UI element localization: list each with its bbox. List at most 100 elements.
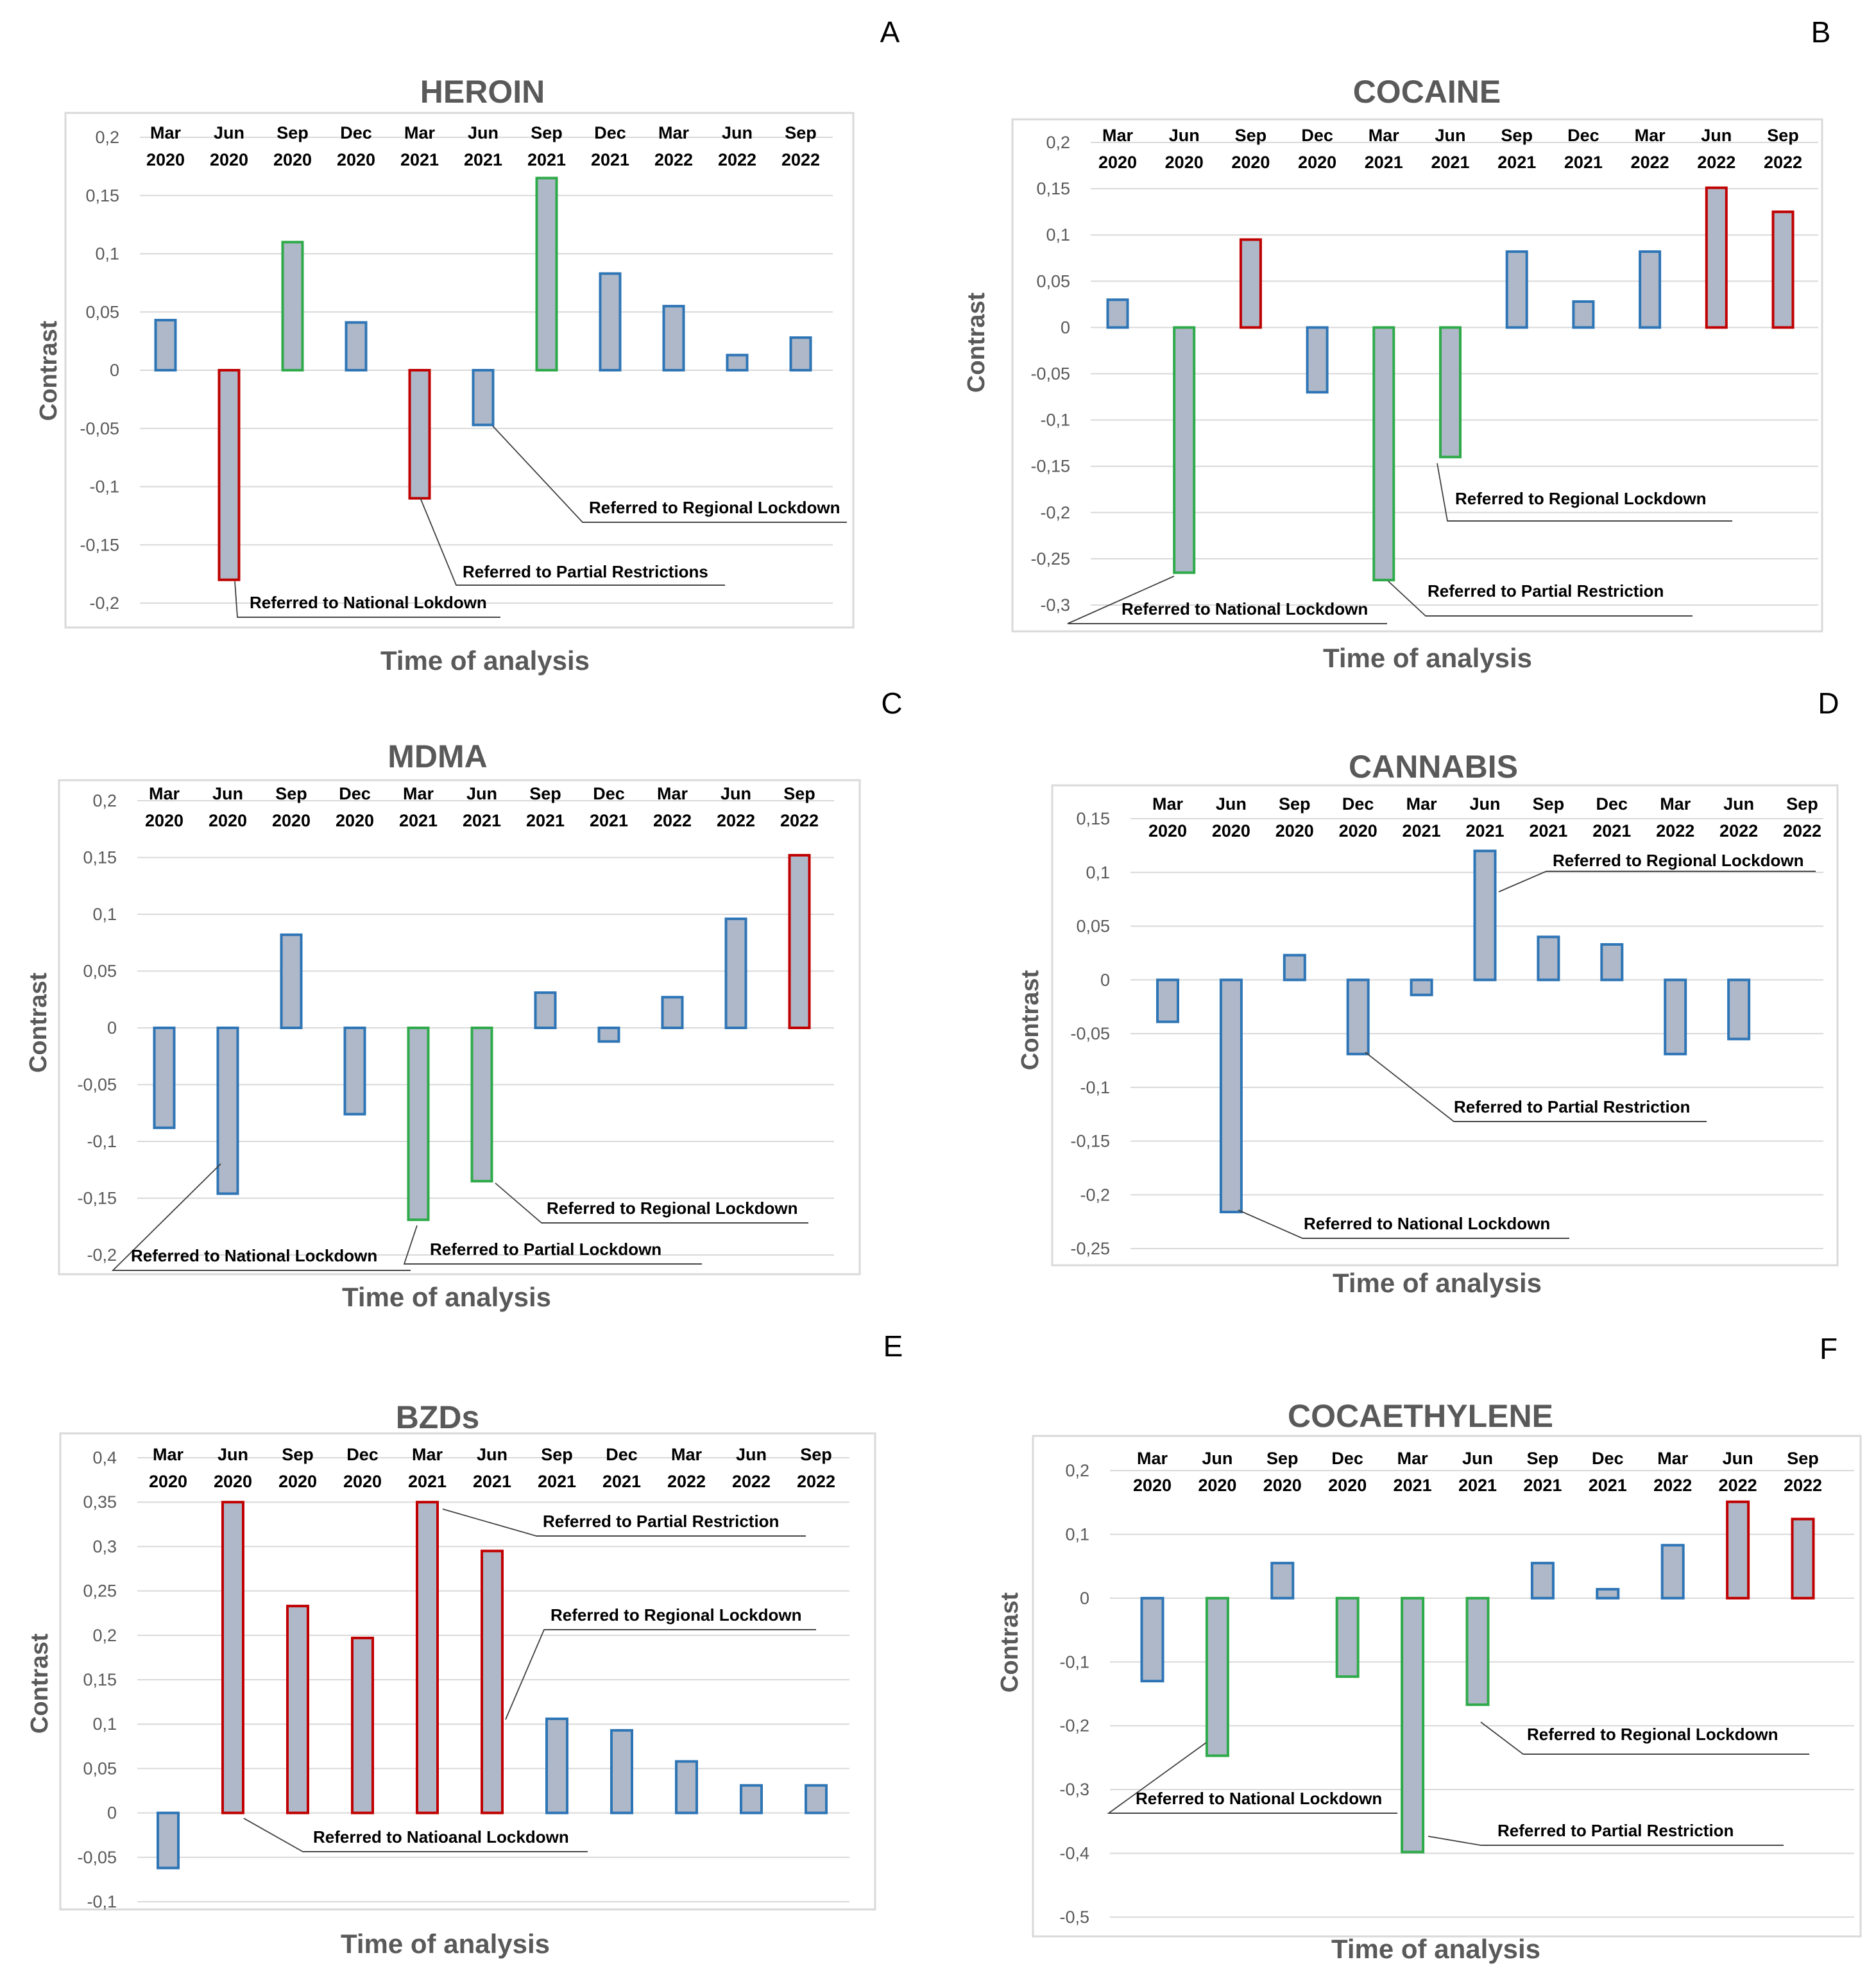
x-tick-label-month: Mar xyxy=(150,123,182,142)
chart-title: HEROIN xyxy=(420,74,545,110)
x-tick-label-year: 2020 xyxy=(1133,1476,1172,1495)
x-tick-label-month: Dec xyxy=(1596,794,1628,814)
bar xyxy=(724,917,747,1029)
bar xyxy=(472,369,495,427)
annotation-label: Referred to National Lokdown xyxy=(250,593,487,612)
bar xyxy=(1660,1544,1685,1600)
annotation-label: Referred to Regional Lockdown xyxy=(550,1605,802,1625)
x-tick-label-year: 2020 xyxy=(1212,821,1250,841)
annotation-label: Referred to Partial Restriction xyxy=(543,1512,779,1531)
x-tick-label-month: Dec xyxy=(346,1445,379,1464)
x-tick-label-month: Jun xyxy=(212,784,243,803)
x-tick-label-year: 2022 xyxy=(667,1472,706,1491)
bar xyxy=(675,1760,698,1814)
bar xyxy=(1346,978,1370,1055)
x-tick-label-year: 2020 xyxy=(343,1472,382,1491)
bar xyxy=(1705,186,1728,329)
x-tick-label-month: Mar xyxy=(657,784,688,803)
y-tick-label: 0,15 xyxy=(85,186,119,205)
annotation-label: Referred to Regional Lockdown xyxy=(1455,489,1707,508)
bar xyxy=(221,1501,244,1814)
x-tick-label-year: 2021 xyxy=(1465,821,1504,841)
annotation-label: Referred to Regional Lockdown xyxy=(1527,1725,1778,1744)
x-tick-label-month: Sep xyxy=(1786,794,1818,814)
bar xyxy=(351,1636,374,1814)
bar xyxy=(534,991,557,1030)
y-tick-label: -0,2 xyxy=(87,1245,117,1265)
x-tick-label-year: 2021 xyxy=(538,1472,576,1491)
bar xyxy=(416,1501,439,1814)
y-tick-label: -0,25 xyxy=(1030,549,1070,568)
bar xyxy=(407,1027,430,1222)
x-tick-label-month: Jun xyxy=(477,1445,507,1464)
y-tick-label: -0,2 xyxy=(89,593,119,613)
bar xyxy=(481,1549,504,1814)
x-tick-label-year: 2021 xyxy=(590,811,628,830)
x-tick-label-month: Jun xyxy=(721,784,751,803)
plot-frame xyxy=(1051,784,1839,1267)
y-tick-label: 0,05 xyxy=(83,1759,117,1778)
y-tick-label: 0,15 xyxy=(83,848,117,867)
x-tick-label-month: Mar xyxy=(1369,126,1400,145)
y-tick-label: 0,15 xyxy=(1076,809,1110,828)
bar xyxy=(610,1728,633,1814)
x-tick-label-month: Mar xyxy=(404,123,436,142)
y-tick-label: -0,05 xyxy=(80,419,119,438)
bar xyxy=(1439,326,1462,459)
bar xyxy=(1270,1562,1295,1600)
y-tick-label: -0,3 xyxy=(1059,1780,1089,1799)
x-tick-label-year: 2022 xyxy=(1653,1476,1692,1495)
bar xyxy=(470,1027,493,1182)
x-axis-title: Time of analysis xyxy=(380,645,590,676)
bar xyxy=(1505,250,1528,329)
y-tick-label: 0,2 xyxy=(1046,133,1070,152)
y-tick-label: 0,1 xyxy=(92,1714,117,1734)
x-tick-label-month: Mar xyxy=(1102,126,1134,145)
x-tick-label-month: Jun xyxy=(1216,794,1247,814)
x-tick-label-year: 2022 xyxy=(654,150,693,169)
bar xyxy=(345,321,368,371)
x-tick-label-year: 2021 xyxy=(400,150,439,169)
x-tick-label-month: Jun xyxy=(468,123,499,142)
x-tick-label-year: 2020 xyxy=(1275,821,1314,841)
annotation-label: Referred to Partial Restrictions xyxy=(463,562,708,581)
x-tick-label-month: Dec xyxy=(593,784,625,803)
bar xyxy=(1219,978,1243,1214)
bar xyxy=(1572,300,1595,329)
x-tick-label-year: 2022 xyxy=(732,1472,771,1491)
chart-title: BZDs xyxy=(396,1399,480,1435)
x-tick-label-month: Sep xyxy=(531,123,563,142)
x-tick-label-year: 2022 xyxy=(653,811,692,830)
y-tick-label: 0,25 xyxy=(83,1582,117,1601)
x-tick-label-month: Jun xyxy=(1462,1449,1493,1468)
x-tick-label-year: 2021 xyxy=(473,1472,511,1491)
bar xyxy=(280,933,303,1029)
x-tick-label-year: 2020 xyxy=(210,150,248,169)
x-axis-title: Time of analysis xyxy=(1331,1934,1540,1964)
x-tick-label-year: 2020 xyxy=(145,811,183,830)
x-tick-label-year: 2020 xyxy=(1098,153,1137,172)
x-tick-label-month: Mar xyxy=(671,1445,703,1464)
x-tick-label-month: Jun xyxy=(736,1445,767,1464)
bar xyxy=(1727,978,1751,1041)
annotation-label: Referred to Regional Lockdown xyxy=(1553,851,1804,870)
x-tick-label-month: Mar xyxy=(1660,794,1691,814)
x-tick-label-year: 2020 xyxy=(337,150,375,169)
chart-panel-c: C MDMA Time of analysis Contrast 0,2 0,15 0,1 0… xyxy=(25,687,903,1312)
x-tick-label-month: Sep xyxy=(1527,1449,1559,1468)
y-tick-label: 0,05 xyxy=(1076,917,1110,936)
bar xyxy=(216,1027,239,1195)
x-tick-label-year: 2022 xyxy=(1719,1476,1757,1495)
x-tick-label-month: Sep xyxy=(783,784,815,803)
y-tick-label: -0,2 xyxy=(1040,503,1070,522)
x-tick-label-year: 2022 xyxy=(1783,821,1821,841)
x-tick-label-year: 2020 xyxy=(1198,1476,1236,1495)
y-tick-label: 0,05 xyxy=(83,962,117,981)
x-tick-label-month: Jun xyxy=(1469,794,1500,814)
annotation-label: Referred to Partial Restriction xyxy=(1454,1097,1690,1116)
chart-title: MDMA xyxy=(388,738,488,774)
bar xyxy=(1664,978,1687,1055)
y-axis-title: Contrast xyxy=(26,1634,53,1734)
x-tick-label-month: Sep xyxy=(277,123,309,142)
